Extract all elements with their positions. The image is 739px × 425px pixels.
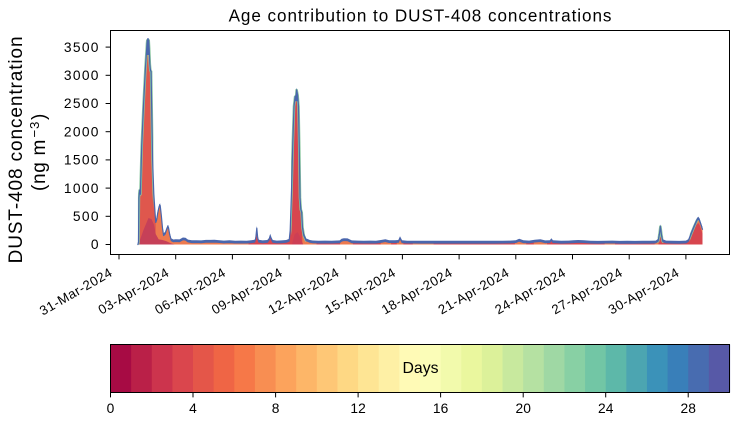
svg-text:2500: 2500	[64, 96, 100, 111]
svg-text:(ng m: (ng m	[29, 139, 50, 191]
svg-text:0: 0	[91, 237, 100, 252]
svg-text:28: 28	[681, 401, 697, 416]
svg-text:3000: 3000	[64, 68, 100, 83]
svg-text:): )	[29, 114, 50, 120]
svg-text:−3: −3	[27, 121, 42, 138]
svg-text:16: 16	[433, 401, 449, 416]
svg-text:24: 24	[598, 401, 614, 416]
svg-text:3500: 3500	[64, 40, 100, 55]
svg-text:Days: Days	[403, 360, 439, 377]
svg-text:DUST-408 concentration: DUST-408 concentration	[6, 36, 27, 264]
svg-text:1500: 1500	[64, 153, 100, 168]
svg-text:0: 0	[107, 401, 115, 416]
svg-text:12: 12	[350, 401, 365, 416]
svg-text:Age contribution to DUST-408 c: Age contribution to DUST-408 concentrati…	[229, 7, 613, 26]
svg-text:1000: 1000	[64, 181, 100, 196]
svg-text:2000: 2000	[64, 124, 100, 139]
svg-text:20: 20	[516, 401, 532, 416]
svg-text:8: 8	[272, 401, 280, 416]
svg-text:500: 500	[73, 209, 100, 224]
svg-text:4: 4	[189, 401, 197, 416]
